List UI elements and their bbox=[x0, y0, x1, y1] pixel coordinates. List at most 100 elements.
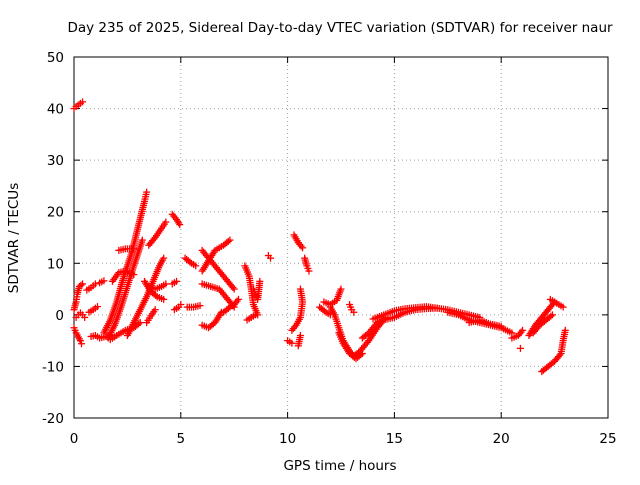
series-arc-19 bbox=[168, 210, 184, 229]
series-arc-49 bbox=[516, 344, 524, 352]
data-point bbox=[79, 98, 87, 106]
series-arc-51 bbox=[529, 311, 556, 337]
y-tick-label: -10 bbox=[42, 359, 64, 375]
y-tick-label: 50 bbox=[47, 50, 64, 66]
x-tick-label: 0 bbox=[70, 431, 79, 447]
data-point bbox=[226, 236, 234, 244]
series-arc-16 bbox=[143, 306, 159, 327]
data-point bbox=[547, 312, 555, 320]
data-point bbox=[91, 280, 99, 288]
series-arc-32 bbox=[264, 252, 275, 262]
series-arc-34 bbox=[290, 231, 307, 252]
data-points bbox=[70, 98, 569, 376]
axis-ticks bbox=[73, 56, 609, 419]
data-point bbox=[77, 281, 85, 289]
data-point bbox=[234, 295, 242, 303]
series-arc-52 bbox=[546, 295, 567, 311]
data-point bbox=[556, 351, 564, 359]
data-point bbox=[130, 245, 138, 253]
data-point bbox=[299, 244, 307, 252]
series-arc-28 bbox=[220, 295, 242, 316]
series-arc-03 bbox=[70, 280, 87, 314]
data-point bbox=[350, 308, 358, 316]
series-arc-08 bbox=[96, 277, 108, 287]
series-arc-01 bbox=[70, 98, 87, 113]
data-point bbox=[192, 262, 200, 270]
data-point bbox=[186, 258, 194, 266]
series-arc-21 bbox=[168, 277, 181, 288]
series-arc-27 bbox=[198, 236, 234, 275]
data-point bbox=[160, 254, 168, 262]
y-tick-label: 0 bbox=[55, 308, 64, 324]
x-tick-labels: 0 5 10 15 20 25 bbox=[70, 431, 617, 447]
y-tick-label: 40 bbox=[47, 102, 64, 118]
series-arc-47 bbox=[465, 316, 505, 330]
data-point bbox=[363, 330, 371, 338]
x-tick-label: 25 bbox=[599, 431, 616, 447]
data-point bbox=[177, 301, 185, 309]
y-tick-labels: -20 -10 0 10 20 30 40 50 bbox=[42, 50, 64, 427]
series-arc-05 bbox=[83, 280, 99, 294]
data-point bbox=[296, 285, 304, 293]
x-tick-label: 20 bbox=[493, 431, 510, 447]
x-tick-label: 10 bbox=[279, 431, 296, 447]
series-arc-02 bbox=[70, 324, 85, 348]
data-point bbox=[143, 188, 151, 196]
series-arc-45 bbox=[369, 303, 441, 323]
series-arc-17 bbox=[145, 280, 170, 293]
series-arc-31 bbox=[249, 277, 264, 303]
series-arc-09 bbox=[100, 188, 151, 337]
series-arc-06 bbox=[85, 303, 101, 316]
data-point bbox=[559, 303, 567, 311]
data-point bbox=[267, 254, 275, 262]
data-point bbox=[176, 221, 184, 229]
series-arc-20 bbox=[170, 301, 185, 314]
x-tick-label: 15 bbox=[386, 431, 403, 447]
data-point bbox=[79, 280, 87, 288]
data-point bbox=[516, 344, 524, 352]
data-point bbox=[162, 218, 170, 226]
plot-frame bbox=[73, 56, 609, 419]
data-point bbox=[162, 280, 170, 288]
series-arc-53 bbox=[538, 326, 569, 376]
series-arc-42 bbox=[346, 301, 358, 316]
series-arc-14 bbox=[123, 254, 168, 339]
series-arc-22 bbox=[181, 254, 200, 270]
data-point bbox=[252, 311, 260, 319]
data-point bbox=[76, 337, 84, 345]
series-arc-35 bbox=[288, 285, 307, 334]
series-arc-48 bbox=[508, 326, 527, 342]
data-point bbox=[138, 236, 146, 244]
data-point bbox=[230, 285, 238, 293]
y-tick-label: -20 bbox=[42, 411, 64, 427]
series-arc-41 bbox=[335, 329, 366, 363]
chart-title: Day 235 of 2025, Sidereal Day-to-day VTE… bbox=[67, 20, 613, 36]
y-axis-label: SDTVAR / TECUs bbox=[6, 183, 22, 293]
data-point bbox=[130, 271, 138, 279]
data-point bbox=[93, 303, 101, 311]
data-point bbox=[173, 277, 181, 285]
data-point bbox=[305, 267, 313, 275]
data-point bbox=[433, 304, 441, 312]
series-arc-33 bbox=[284, 337, 296, 347]
data-point bbox=[229, 284, 237, 292]
data-point bbox=[357, 351, 365, 359]
data-point bbox=[224, 237, 232, 245]
series-arc-12 bbox=[108, 267, 138, 285]
series-arc-23 bbox=[183, 302, 204, 311]
series-arc-30 bbox=[243, 311, 260, 324]
series-arc-13 bbox=[115, 245, 138, 254]
data-point bbox=[224, 304, 232, 312]
data-point bbox=[196, 302, 204, 310]
x-tick-label: 5 bbox=[177, 431, 186, 447]
y-tick-label: 30 bbox=[47, 153, 64, 169]
data-point bbox=[81, 313, 89, 321]
data-point bbox=[160, 295, 168, 303]
data-point bbox=[256, 277, 264, 285]
series-arc-39 bbox=[320, 285, 345, 309]
data-point bbox=[151, 306, 159, 314]
data-point bbox=[136, 319, 144, 327]
series-arc-04 bbox=[72, 309, 89, 321]
series-arc-36 bbox=[294, 331, 304, 350]
